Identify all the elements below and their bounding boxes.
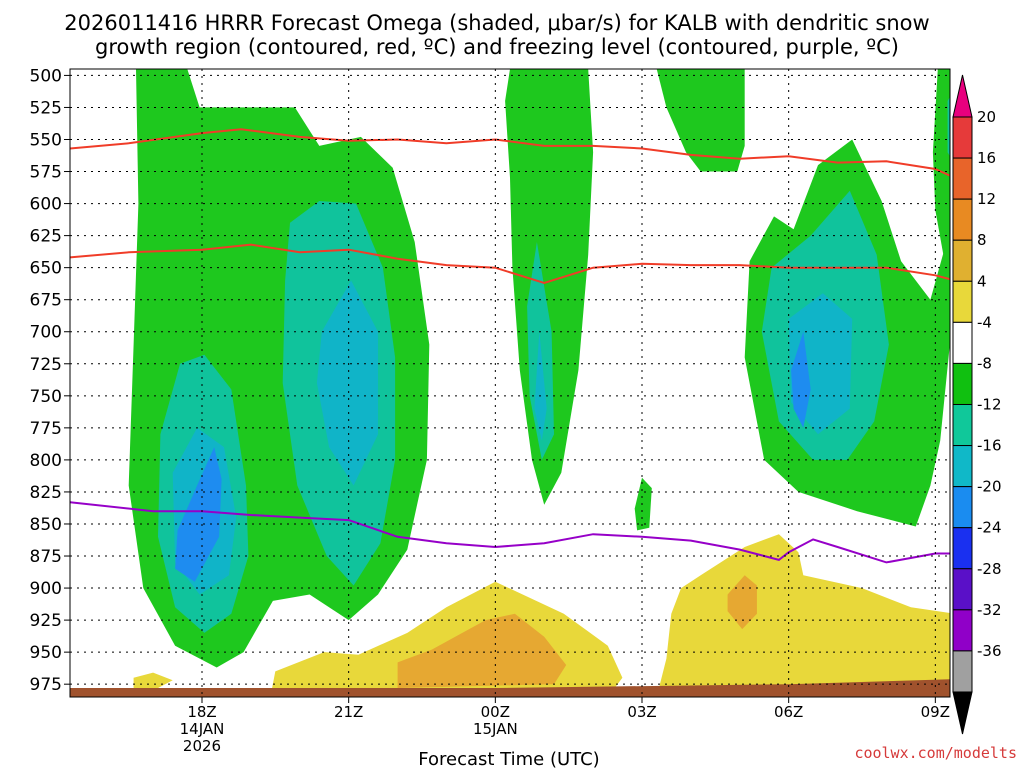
colorbar-label: -16 — [977, 437, 1002, 455]
colorbar-label: -36 — [977, 642, 1002, 660]
colorbar-swatch — [952, 198, 973, 241]
colorbar-label: 16 — [977, 149, 996, 167]
omega-blue-west — [175, 447, 222, 582]
colorbar-label: -20 — [977, 478, 1002, 496]
colorbar-label: 4 — [977, 272, 987, 290]
omega-yellow-east — [656, 534, 950, 697]
y-tick-label: 775 — [30, 419, 62, 439]
y-tick-label: 975 — [30, 675, 62, 695]
y-tick-label: 725 — [30, 355, 62, 375]
colorbar-swatch — [952, 650, 973, 693]
colorbar-label: -24 — [977, 519, 1002, 537]
x-tick-label: 06Z — [774, 703, 803, 721]
omega-orange-east — [727, 575, 757, 630]
omega-cyan-mid-west — [316, 280, 378, 486]
colorbar-top-arrow — [952, 74, 973, 118]
title-line-2: growth region (contoured, red, ºC) and f… — [95, 35, 899, 59]
dgz-lower-line — [70, 243, 950, 285]
colorbar-swatch — [952, 445, 973, 488]
y-tick-label: 650 — [30, 259, 62, 279]
title-line-1: 2026011416 HRRR Forecast Omega (shaded, … — [64, 11, 929, 35]
colorbar-swatch — [952, 609, 973, 652]
y-tick-label: 925 — [30, 611, 62, 631]
y-tick-label: 550 — [30, 130, 62, 150]
colorbar: 20 16 12 8 4 -4 -8 -12 -16 -20 -24 -28 -32 -36 — [952, 74, 1002, 735]
y-tick-label: 850 — [30, 515, 62, 535]
colorbar-label: 8 — [977, 231, 987, 249]
plot-frame — [69, 68, 951, 698]
credit-text: coolwx.com/modelts — [854, 744, 1017, 762]
y-tick-label: 675 — [30, 291, 62, 311]
colorbar-swatch — [952, 157, 973, 200]
colorbar-swatch — [952, 116, 973, 159]
colorbar-swatch — [952, 280, 973, 323]
x-tick-label: 21Z — [334, 703, 363, 721]
omega-orange-mid — [397, 613, 567, 688]
x-axis-title: Forecast Time (UTC) — [418, 749, 599, 768]
y-tick-label: 825 — [30, 483, 62, 503]
omega-cyan-mid — [534, 331, 547, 441]
y-tick-label: 900 — [30, 579, 62, 599]
pressure-axis: 500 525 550 575 600 625 650 675 700 725 750 775 800 8… — [30, 66, 70, 695]
x-tick-label: 00Z — [481, 703, 510, 721]
colorbar-label: -4 — [977, 313, 992, 331]
y-tick-label: 750 — [30, 387, 62, 407]
colorbar-label: -12 — [977, 395, 1002, 413]
x-tick-label: 2026 — [183, 737, 221, 755]
y-tick-label: 700 — [30, 323, 62, 343]
y-tick-label: 500 — [30, 66, 62, 86]
y-tick-label: 800 — [30, 451, 62, 471]
colorbar-swatch — [952, 362, 973, 405]
colorbar-bottom-arrow — [952, 691, 973, 735]
y-tick-label: 600 — [30, 195, 62, 215]
omega-green-mid — [505, 69, 594, 505]
omega-yellow-left — [133, 672, 173, 691]
colorbar-swatch — [952, 527, 973, 570]
y-tick-label: 875 — [30, 547, 62, 567]
colorbar-label: -28 — [977, 560, 1002, 578]
colorbar-swatch — [952, 403, 973, 447]
x-tick-label: 15JAN — [473, 720, 518, 738]
y-tick-label: 575 — [30, 163, 62, 183]
colorbar-swatch — [952, 321, 973, 364]
y-tick-label: 625 — [30, 227, 62, 247]
colorbar-swatch — [952, 568, 973, 611]
freezing-level-line — [70, 501, 950, 564]
x-tick-label: 18Z — [187, 703, 216, 721]
colorbar-label: -8 — [977, 354, 992, 372]
x-tick-label: 09Z — [921, 703, 950, 721]
x-tick-label: 03Z — [627, 703, 656, 721]
colorbar-label: -32 — [977, 601, 1002, 619]
dgz-upper-line — [70, 128, 950, 177]
omega-shading — [70, 69, 950, 697]
omega-green-blob-small — [634, 477, 652, 531]
chart-title: 2026011416 HRRR Forecast Omega (shaded, … — [64, 11, 929, 59]
y-tick-label: 950 — [30, 643, 62, 663]
colorbar-label: 20 — [977, 108, 996, 126]
x-tick-label: 14JAN — [180, 720, 225, 738]
omega-teal-edge — [947, 96, 950, 157]
colorbar-swatch — [952, 486, 973, 529]
colorbar-label: 12 — [977, 190, 996, 208]
y-tick-label: 525 — [30, 98, 62, 118]
colorbar-swatch — [952, 239, 973, 282]
contour-lines — [70, 128, 950, 564]
terrain-ground — [70, 679, 950, 697]
omega-blue-east — [791, 331, 811, 428]
omega-green-upper — [656, 69, 745, 172]
